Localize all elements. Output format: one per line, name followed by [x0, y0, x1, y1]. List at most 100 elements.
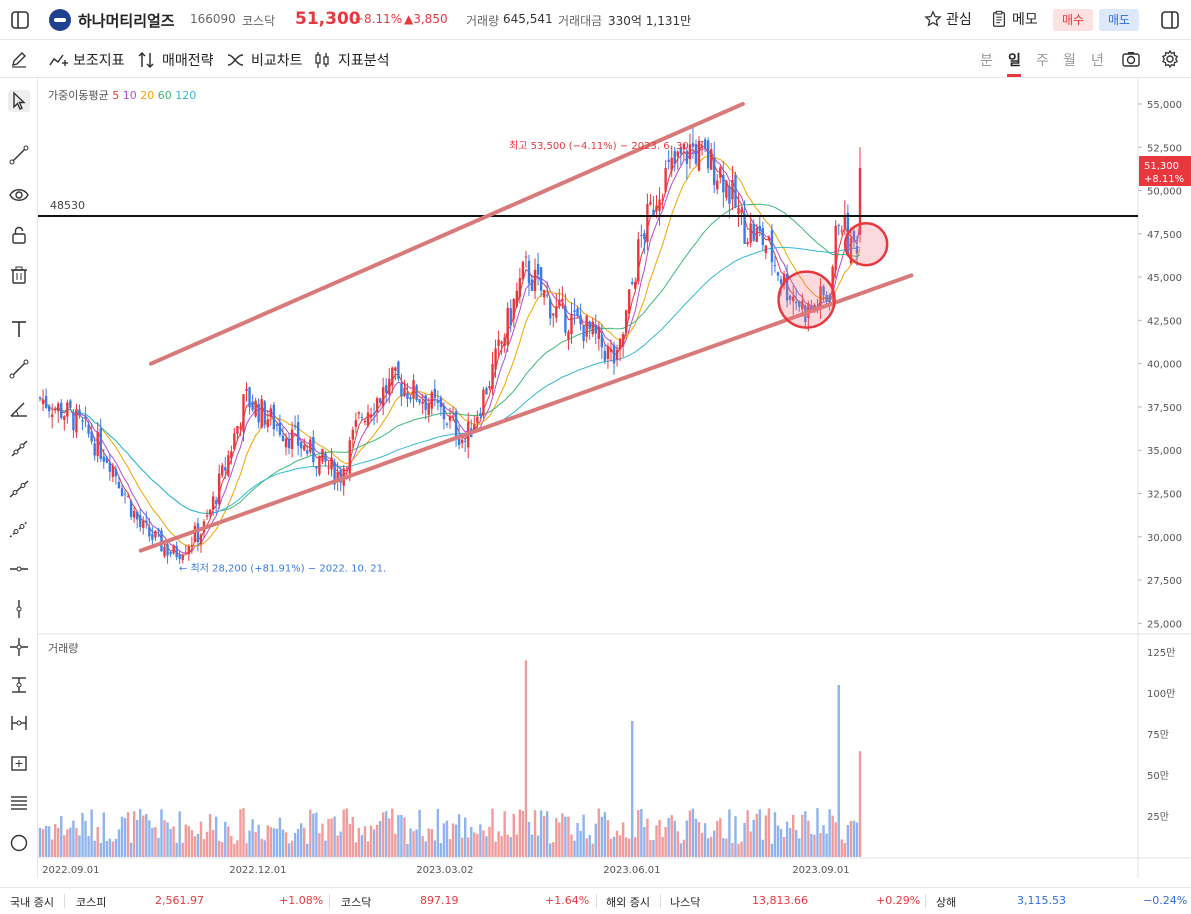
volume-bar: [196, 833, 200, 857]
fibonacci-tool[interactable]: [8, 792, 30, 814]
candle-body: [831, 266, 834, 295]
highlight-circle: [777, 270, 836, 329]
lock-tool[interactable]: [8, 224, 30, 246]
volume-bar: [190, 830, 194, 857]
volume-bar: [570, 834, 573, 857]
volume-bar: [831, 815, 834, 857]
volume-bar: [852, 820, 856, 857]
volume-bar: [366, 841, 370, 857]
domestic-index-label[interactable]: 국내 증시: [10, 896, 54, 909]
indicator-button[interactable]: 보조지표: [48, 50, 125, 70]
price-tick-label: 55,000: [1147, 100, 1182, 111]
candle-body: [688, 144, 692, 160]
line-tool[interactable]: [8, 358, 30, 380]
volume-bar: [290, 840, 294, 857]
circle-tool[interactable]: [8, 832, 30, 854]
candle-body: [561, 299, 564, 302]
volume-bar: [202, 839, 206, 857]
analysis-button[interactable]: 지표분석: [313, 50, 390, 70]
candle-body: [178, 554, 181, 559]
compare-button[interactable]: 비교차트: [226, 50, 303, 70]
toggle-sidebar-icon[interactable]: [10, 10, 30, 30]
volume-legend[interactable]: 거래량: [48, 642, 79, 655]
volume-bar: [224, 821, 227, 857]
date-tick-label: 2023.06.01: [603, 865, 660, 876]
ma-legend[interactable]: 가중이동평균 5 10 20 60 120: [48, 87, 196, 103]
candle-body: [102, 456, 105, 462]
sell-button[interactable]: 매도: [1099, 9, 1139, 31]
pencil-icon[interactable]: [9, 49, 29, 69]
stock-name[interactable]: 하나머티리얼즈: [78, 12, 175, 30]
period-minute[interactable]: 분: [980, 53, 993, 69]
panel-toggle-icon[interactable]: [1160, 10, 1180, 30]
buy-button[interactable]: 매수: [1053, 9, 1093, 31]
volume-bar: [439, 843, 443, 857]
camera-icon[interactable]: [1121, 50, 1141, 68]
volume-bar: [588, 835, 591, 857]
candle-body: [375, 398, 379, 413]
cursor-tool[interactable]: [8, 90, 30, 112]
candle-body: [196, 523, 200, 543]
vertical-line-tool[interactable]: [8, 598, 30, 620]
volume-bar: [348, 823, 351, 857]
candle-body: [445, 423, 449, 425]
volume-bar: [454, 824, 458, 857]
delete-tool[interactable]: [8, 264, 30, 286]
candle-body: [791, 296, 795, 302]
price-tick-label: 32,500: [1147, 490, 1182, 501]
angle-tool[interactable]: [8, 398, 30, 420]
volume-bar: [694, 818, 698, 857]
favorite-button[interactable]: 관심: [924, 9, 972, 29]
period-week[interactable]: 주: [1036, 53, 1049, 69]
gear-icon[interactable]: [1160, 49, 1180, 69]
range-tool[interactable]: [8, 752, 30, 774]
memo-label: 메모: [1012, 12, 1038, 28]
volume-bar: [634, 837, 637, 857]
volume-bar: [670, 815, 673, 857]
text-tool[interactable]: [8, 318, 30, 340]
period-month[interactable]: 월: [1063, 53, 1076, 69]
candle-body: [454, 411, 458, 439]
strategy-button[interactable]: 매매전략: [137, 50, 214, 70]
volume-bar: [81, 812, 84, 857]
memo-button[interactable]: 메모: [990, 9, 1038, 29]
volume-bar: [552, 842, 555, 857]
candle-body: [700, 141, 704, 143]
crosshair-tool[interactable]: [8, 636, 30, 658]
price-range-tool[interactable]: [8, 674, 30, 696]
volume-bar: [345, 808, 348, 857]
price-tick-label: 45,000: [1147, 273, 1182, 284]
horizontal-line-tool[interactable]: [8, 558, 30, 580]
volume-bar: [606, 820, 610, 857]
candle-body: [552, 313, 555, 316]
info-line-tool[interactable]: [8, 518, 30, 540]
volume-bar: [38, 827, 42, 857]
volume-bar: [284, 832, 288, 857]
candle-body: [430, 392, 433, 409]
volume-bar: [579, 830, 582, 857]
price-panel: [38, 78, 1138, 632]
overseas-index-label[interactable]: 해외 증시: [606, 896, 650, 909]
candle-body: [397, 361, 400, 379]
volume-bar: [849, 821, 853, 857]
candle-body: [96, 431, 99, 457]
period-year[interactable]: 년: [1091, 53, 1104, 69]
candle-body: [132, 510, 136, 518]
candle-body: [594, 324, 597, 334]
period-day[interactable]: 일: [1008, 53, 1021, 69]
volume-bar: [163, 820, 166, 857]
volume-bar: [102, 812, 105, 857]
date-range-tool[interactable]: [8, 712, 30, 734]
ray-tool[interactable]: [8, 438, 30, 460]
volume-bar: [172, 826, 175, 857]
visibility-tool[interactable]: [8, 184, 30, 206]
candle-body: [227, 455, 230, 476]
candle-body: [694, 144, 698, 164]
candle-body: [752, 223, 755, 241]
price-chart[interactable]: 48530 최고 53,500 (−4.11%) − 2023. 6. 30. →…: [38, 78, 1191, 878]
volume-bar: [609, 838, 613, 857]
volume-bar: [573, 840, 576, 857]
trendline-tool[interactable]: [8, 144, 30, 166]
volume-bar: [664, 827, 667, 857]
extended-line-tool[interactable]: [8, 478, 30, 500]
